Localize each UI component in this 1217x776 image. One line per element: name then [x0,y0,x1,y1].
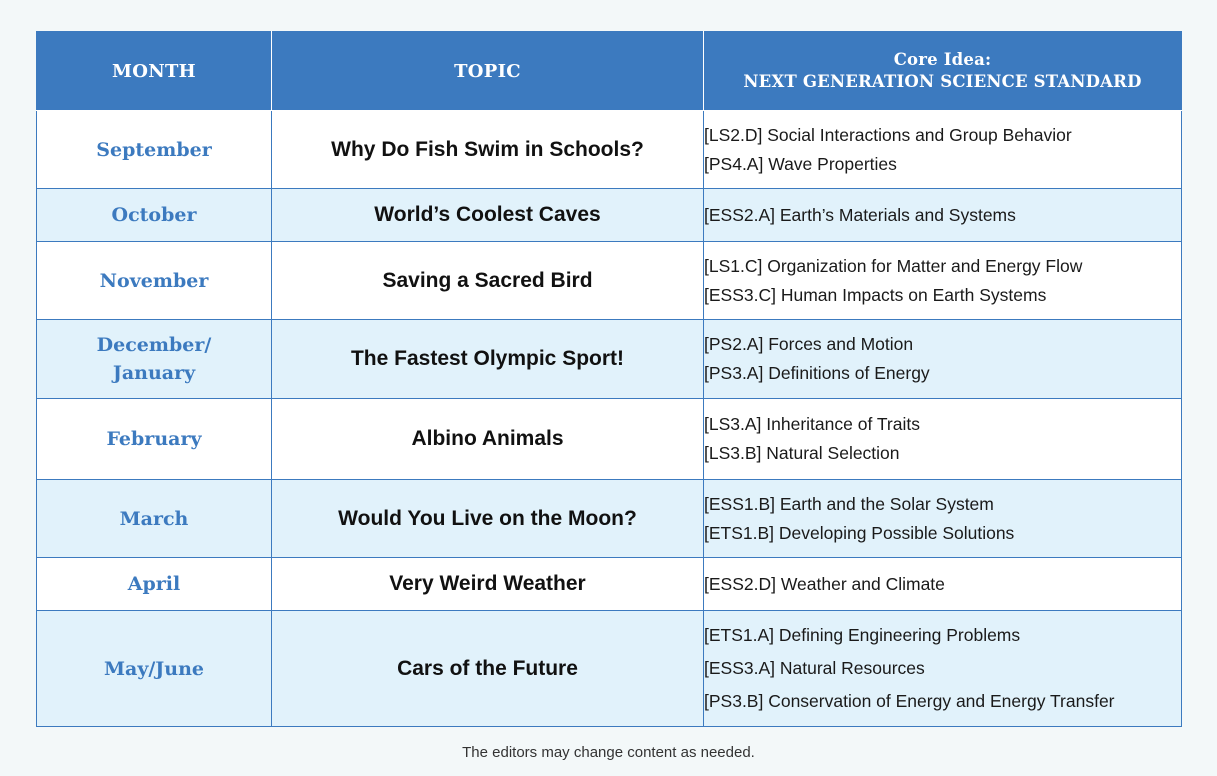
standard-item: [PS2.A] Forces and Motion [704,334,914,354]
table-row: April Very Weird Weather [ESS2.D] Weather … [36,557,1182,611]
standard-item: [ESS1.B] Earth and the Solar System [704,493,994,514]
standards-cell: [ESS2.D] Weather and Climate [703,557,1182,611]
header-core-idea: Core Idea: NEXT GENERATION SCIENCE STAND… [703,31,1182,111]
month-label: February [106,428,202,450]
standard-item: [ESS3.A] Natural Resources [704,658,925,678]
standard-item: [ESS2.A] Earth’s Materials and Systems [704,204,1016,225]
topic-cell: Cars of the Future [271,610,704,727]
table-row: March Would You Live on the Moon? [ESS1.B]… [36,479,1182,558]
standards-cell: [PS2.A] Forces and Motion [PS3.A] Definit… [703,319,1182,399]
standard-item: [PS3.A] Definitions of Energy [704,363,930,383]
table-row: October World’s Coolest Caves [ESS2.A] Ear… [36,188,1182,242]
standard-item: [ETS1.A] Defining Engineering Problems [704,625,1021,645]
topic-cell: The Fastest Olympic Sport! [271,319,704,399]
month-label: March [119,507,189,530]
header-topic: TOPIC [271,31,704,111]
month-label: May/June [103,657,205,680]
month-cell: February [36,398,272,480]
topic-cell: Saving a Sacred Bird [271,241,704,320]
header-core-idea-label: Core Idea: [893,50,992,69]
standards-cell: [LS3.A] Inheritance of Traits [LS3.B] Nat… [703,398,1182,480]
month-cell: April [36,557,272,611]
topic-cell: Would You Live on the Moon? [271,479,704,558]
standards-cell: [LS2.D] Social Interactions and Group Be… [703,110,1182,189]
month-label: September [96,138,212,161]
standard-item: [LS3.B] Natural Selection [704,443,900,463]
standard-item: [PS3.B] Conservation of Energy and Energ… [704,691,1115,711]
standards-cell: [ESS1.B] Earth and the Solar System [ETS1… [703,479,1182,558]
table-row: September Why Do Fish Swim in Schools? [LS… [36,110,1182,189]
month-label: October [111,204,197,226]
table-row: May/June Cars of the Future [ETS1.A] Defin… [36,610,1182,727]
standards-cell: [ESS2.A] Earth’s Materials and Systems [703,188,1182,242]
table-row: November Saving a Sacred Bird [LS1.C] Orga… [36,241,1182,320]
month-cell: December/January [36,319,272,399]
month-cell: March [36,479,272,558]
topic-cell: Albino Animals [271,398,704,480]
month-label: April [127,573,181,595]
month-label: January [112,362,196,384]
topic-cell: Very Weird Weather [271,557,704,611]
curriculum-table: MONTH TOPIC Core Idea: NEXT GENERATION S… [36,31,1182,727]
footer-note: The editors may change content as needed… [462,744,755,761]
table-row: February Albino Animals [LS3.A] Inheritanc… [36,398,1182,480]
standard-item: [PS4.A] Wave Properties [704,153,897,174]
standard-item: [ETS1.B] Developing Possible Solutions [704,522,1015,543]
standards-cell: [ETS1.A] Defining Engineering Problems [E… [703,610,1182,727]
standard-item: [LS1.C] Organization for Matter and Ener… [704,255,1083,276]
month-cell: September [36,110,272,189]
topic-cell: Why Do Fish Swim in Schools? [271,110,704,189]
month-cell: October [36,188,272,242]
standard-item: [LS3.A] Inheritance of Traits [704,414,920,434]
standards-cell: [LS1.C] Organization for Matter and Ener… [703,241,1182,320]
month-cell: November [36,241,272,320]
topic-cell: World’s Coolest Caves [271,188,704,242]
header-row: MONTH TOPIC Core Idea: NEXT GENERATION S… [36,31,1182,111]
table-row: December/January The Fastest Olympic Spor… [36,319,1182,399]
month-cell: May/June [36,610,272,727]
standard-item: [LS2.D] Social Interactions and Group Be… [704,124,1072,145]
month-label: November [99,269,209,292]
header-month: MONTH [36,31,272,111]
standard-item: [ESS3.C] Human Impacts on Earth Systems [704,284,1047,305]
standard-item: [ESS2.D] Weather and Climate [704,573,945,594]
header-standard-label: NEXT GENERATION SCIENCE STANDARD [743,72,1142,91]
month-label: December/ [96,334,212,356]
